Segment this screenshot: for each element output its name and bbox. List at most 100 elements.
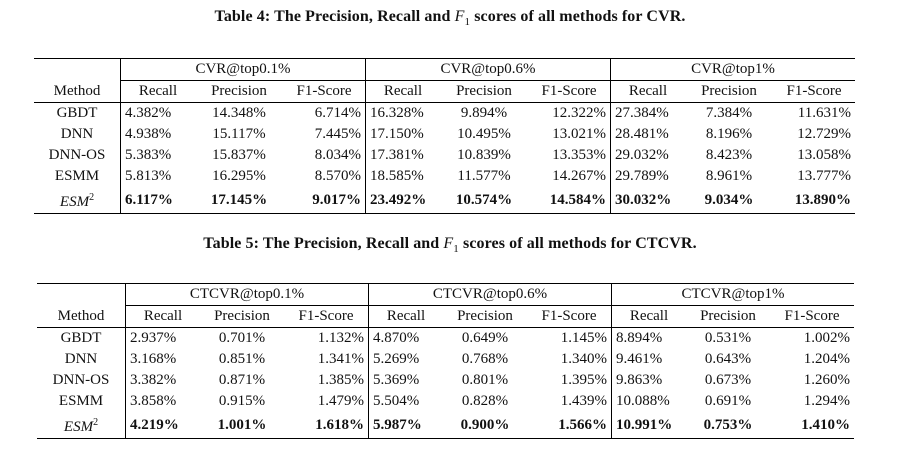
table-cell: 12.729%	[797, 126, 851, 142]
table-cell: 10.991%	[611, 412, 686, 439]
table-cell: 9.863%	[616, 372, 663, 388]
table-cell: 0.871%	[218, 372, 266, 388]
table-cell: 0.828%	[461, 393, 509, 409]
table-cell: 1.479%	[284, 391, 369, 412]
table-cell: 0.851%	[218, 351, 266, 367]
metric-header: F1-Score	[773, 80, 855, 103]
table5-ctcvr: CTCVR@top0.1% CTCVR@top0.6% CTCVR@top1% Met…	[37, 283, 854, 439]
table-cell: 10.574%	[440, 187, 528, 214]
table-cell: 29.789%	[615, 168, 669, 184]
method-name-esm2: ESM2	[37, 412, 126, 439]
table-cell: 13.021%	[528, 124, 611, 145]
table-cell: 29.032%	[615, 147, 669, 163]
table-cell: 14.348%	[212, 105, 266, 121]
metric-header: Precision	[685, 80, 773, 103]
table-cell: 6.117%	[120, 187, 195, 214]
method-name: ESMM	[37, 391, 126, 412]
table-row: ESMM 5.813% 16.295% 8.570% 18.585% 11.577% 14.…	[34, 166, 855, 187]
table-row: DNN 3.168% 0.851% 1.341% 5.269% 0.768% 1.340% 9…	[37, 349, 854, 370]
table-cell: 0.768%	[461, 351, 509, 367]
metric-header: Precision	[200, 305, 284, 328]
table-cell: 10.839%	[457, 147, 511, 163]
table-row: GBDT 2.937% 0.701% 1.132% 4.870% 0.649% 1.145%…	[37, 327, 854, 349]
table-cell: 1.260%	[803, 372, 850, 388]
table-cell: 15.117%	[212, 126, 266, 142]
table-cell: 8.034%	[283, 145, 366, 166]
table-cell: 1.002%	[803, 330, 850, 346]
method-name: DNN	[34, 124, 121, 145]
table-cell: 1.618%	[284, 412, 369, 439]
table-cell: 1.145%	[527, 327, 612, 349]
table-row: ESM2 6.117% 17.145% 9.017% 23.492% 10.574% 14.…	[34, 187, 855, 214]
table-cell: 5.269%	[373, 351, 420, 367]
table-cell: 1.439%	[527, 391, 612, 412]
table5-caption: Table 5: The Precision, Recall and F1 sc…	[203, 235, 697, 256]
table-cell: 16.328%	[370, 105, 424, 121]
table4-caption: Table 4: The Precision, Recall and F1 sc…	[214, 8, 686, 29]
method-name-esm2: ESM2	[34, 187, 121, 214]
table-cell: 10.495%	[457, 126, 511, 142]
table-cell: 1.385%	[284, 370, 369, 391]
table-cell: 11.631%	[797, 105, 851, 121]
table-cell: 5.369%	[373, 372, 420, 388]
table-cell: 6.714%	[283, 102, 366, 124]
metric-header: Recall	[610, 80, 685, 103]
table-cell: 1.340%	[527, 349, 612, 370]
table-cell: 4.870%	[373, 330, 420, 346]
table-cell: 1.410%	[770, 412, 854, 439]
metric-header: F1-Score	[284, 305, 369, 328]
metric-header: F1-Score	[527, 305, 612, 328]
table-cell: 0.801%	[461, 372, 509, 388]
table-cell: 14.267%	[528, 166, 611, 187]
table-cell: 11.577%	[457, 168, 511, 184]
table-cell: 7.384%	[705, 105, 753, 121]
table-row: ESMM 3.858% 0.915% 1.479% 5.504% 0.828% 1.439%…	[37, 391, 854, 412]
table-cell: 1.132%	[284, 327, 369, 349]
corner-cell	[34, 58, 121, 81]
table-cell: 5.504%	[373, 393, 420, 409]
metric-header: Precision	[440, 80, 528, 103]
group-header: CTCVR@top0.6%	[368, 283, 612, 306]
table-cell: 4.382%	[125, 105, 172, 121]
table-cell: 17.381%	[370, 147, 424, 163]
table-cell: 3.858%	[130, 393, 177, 409]
table-cell: 0.691%	[704, 393, 752, 409]
table-cell: 1.001%	[200, 412, 284, 439]
metric-header: F1-Score	[528, 80, 611, 103]
table-cell: 8.894%	[616, 330, 663, 346]
metric-header: Recall	[368, 305, 443, 328]
table-row: ESM2 4.219% 1.001% 1.618% 5.987% 0.900% 1.566%…	[37, 412, 854, 439]
metric-header: Precision	[195, 80, 283, 103]
table-cell: 18.585%	[370, 168, 424, 184]
table-cell: 12.322%	[528, 102, 611, 124]
table-cell: 13.058%	[797, 147, 851, 163]
table-cell: 0.649%	[461, 330, 509, 346]
table-cell: 27.384%	[615, 105, 669, 121]
table-cell: 9.017%	[283, 187, 366, 214]
table-cell: 14.584%	[528, 187, 611, 214]
table-cell: 2.937%	[130, 330, 177, 346]
table-cell: 0.900%	[443, 412, 527, 439]
table-cell: 1.395%	[527, 370, 612, 391]
method-name: DNN-OS	[37, 370, 126, 391]
method-name: DNN	[37, 349, 126, 370]
table-cell: 8.961%	[705, 168, 753, 184]
metric-header: Recall	[365, 80, 440, 103]
table-cell: 1.294%	[803, 393, 850, 409]
metric-header: F1-Score	[770, 305, 854, 328]
group-header: CTCVR@top1%	[611, 283, 854, 306]
method-name: GBDT	[37, 327, 126, 349]
table-cell: 0.531%	[704, 330, 752, 346]
table-cell: 28.481%	[615, 126, 669, 142]
table4-cvr: CVR@top0.1% CVR@top0.6% CVR@top1% Method Rec…	[34, 58, 855, 214]
table-cell: 5.383%	[125, 147, 172, 163]
table-cell: 8.423%	[705, 147, 753, 163]
table-row: DNN-OS 5.383% 15.837% 8.034% 17.381% 10.839% 1…	[34, 145, 855, 166]
table-row: DNN 4.938% 15.117% 7.445% 17.150% 10.495% 13.0…	[34, 124, 855, 145]
metric-header: Recall	[125, 305, 200, 328]
table-cell: 0.701%	[218, 330, 266, 346]
table-cell: 5.987%	[368, 412, 443, 439]
table-row: DNN-OS 3.382% 0.871% 1.385% 5.369% 0.801% 1.39…	[37, 370, 854, 391]
metric-header: Recall	[611, 305, 686, 328]
group-header: CTCVR@top0.1%	[125, 283, 369, 306]
